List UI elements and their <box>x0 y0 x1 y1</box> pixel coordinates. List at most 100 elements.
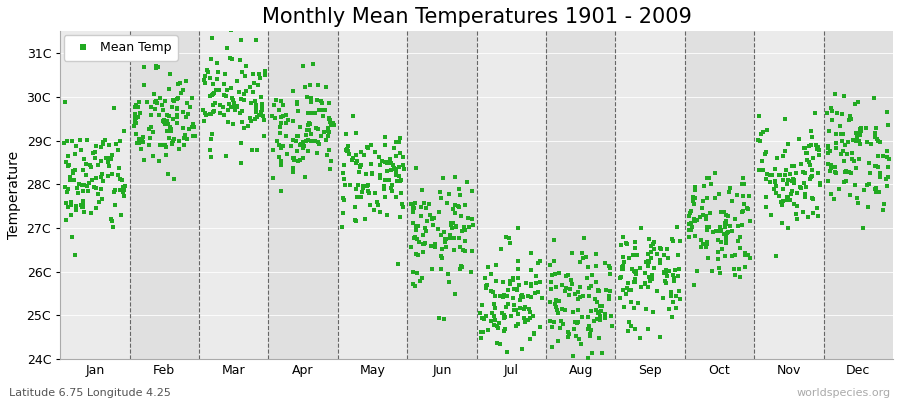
Mean Temp <box>218 71 232 78</box>
Mean Temp <box>602 296 616 302</box>
Mean Temp <box>495 366 509 373</box>
Mean Temp <box>436 174 450 181</box>
Mean Temp <box>226 97 240 104</box>
Mean Temp <box>873 170 887 176</box>
Mean Temp <box>688 218 703 224</box>
Mean Temp <box>135 135 149 142</box>
Mean Temp <box>158 152 173 158</box>
Mean Temp <box>322 165 337 172</box>
Mean Temp <box>392 134 407 141</box>
Mean Temp <box>320 152 334 158</box>
Bar <box>616 31 685 359</box>
Mean Temp <box>794 185 808 191</box>
Mean Temp <box>147 91 161 98</box>
Mean Temp <box>848 101 862 108</box>
Mean Temp <box>354 194 368 200</box>
Mean Temp <box>298 84 312 91</box>
Mean Temp <box>575 250 590 256</box>
Mean Temp <box>117 128 131 135</box>
Mean Temp <box>879 148 894 154</box>
Mean Temp <box>589 279 603 286</box>
Mean Temp <box>591 335 606 341</box>
Mean Temp <box>339 147 354 153</box>
Mean Temp <box>353 164 367 170</box>
Mean Temp <box>615 266 629 272</box>
Mean Temp <box>869 136 884 142</box>
Mean Temp <box>140 99 154 106</box>
Mean Temp <box>412 278 427 284</box>
Mean Temp <box>133 109 148 116</box>
Mean Temp <box>266 102 281 108</box>
Mean Temp <box>270 138 284 144</box>
Mean Temp <box>665 236 680 242</box>
Mean Temp <box>595 303 609 310</box>
Mean Temp <box>438 235 453 242</box>
Mean Temp <box>418 240 432 246</box>
Mean Temp <box>642 274 656 280</box>
Mean Temp <box>207 108 221 114</box>
Mean Temp <box>616 265 630 271</box>
Mean Temp <box>709 228 724 234</box>
Mean Temp <box>61 186 76 192</box>
Mean Temp <box>602 293 616 300</box>
Mean Temp <box>704 181 718 187</box>
Mean Temp <box>485 310 500 316</box>
Mean Temp <box>640 284 654 290</box>
Mean Temp <box>629 268 643 274</box>
Mean Temp <box>833 123 848 129</box>
Mean Temp <box>839 178 853 184</box>
Mean Temp <box>461 215 475 222</box>
Mean Temp <box>603 271 617 278</box>
Mean Temp <box>859 125 873 132</box>
Mean Temp <box>265 113 279 119</box>
Mean Temp <box>274 145 288 151</box>
Mean Temp <box>169 96 184 103</box>
Mean Temp <box>187 124 202 130</box>
Mean Temp <box>856 224 870 231</box>
Bar <box>338 31 407 359</box>
Mean Temp <box>422 200 436 207</box>
Mean Temp <box>780 180 795 187</box>
Mean Temp <box>212 109 227 116</box>
Mean Temp <box>868 185 883 191</box>
Mean Temp <box>698 243 713 250</box>
Mean Temp <box>697 183 711 190</box>
Mean Temp <box>580 264 595 270</box>
Mean Temp <box>445 225 459 231</box>
Mean Temp <box>824 191 838 197</box>
Mean Temp <box>253 74 267 81</box>
Mean Temp <box>508 307 523 314</box>
Mean Temp <box>275 112 290 119</box>
Mean Temp <box>116 189 130 195</box>
Mean Temp <box>495 310 509 316</box>
Mean Temp <box>174 90 188 96</box>
Mean Temp <box>454 227 469 234</box>
Mean Temp <box>164 125 178 132</box>
Mean Temp <box>557 288 572 294</box>
Mean Temp <box>508 302 522 308</box>
Mean Temp <box>426 221 440 228</box>
Mean Temp <box>713 228 727 234</box>
Mean Temp <box>418 205 433 212</box>
Mean Temp <box>408 234 422 241</box>
Mean Temp <box>211 69 225 76</box>
Mean Temp <box>769 190 783 196</box>
Mean Temp <box>713 226 727 233</box>
Mean Temp <box>291 133 305 140</box>
Mean Temp <box>696 198 710 204</box>
Mean Temp <box>544 286 558 292</box>
Mean Temp <box>543 317 557 324</box>
Mean Temp <box>179 114 194 120</box>
Mean Temp <box>664 288 679 295</box>
Mean Temp <box>688 233 702 239</box>
Mean Temp <box>589 263 603 270</box>
Mean Temp <box>700 195 715 202</box>
Bar <box>685 31 754 359</box>
Mean Temp <box>535 294 549 301</box>
Mean Temp <box>703 210 717 216</box>
Mean Temp <box>821 150 835 156</box>
Mean Temp <box>512 377 526 383</box>
Mean Temp <box>828 169 842 175</box>
Mean Temp <box>717 253 732 259</box>
Mean Temp <box>810 213 824 219</box>
